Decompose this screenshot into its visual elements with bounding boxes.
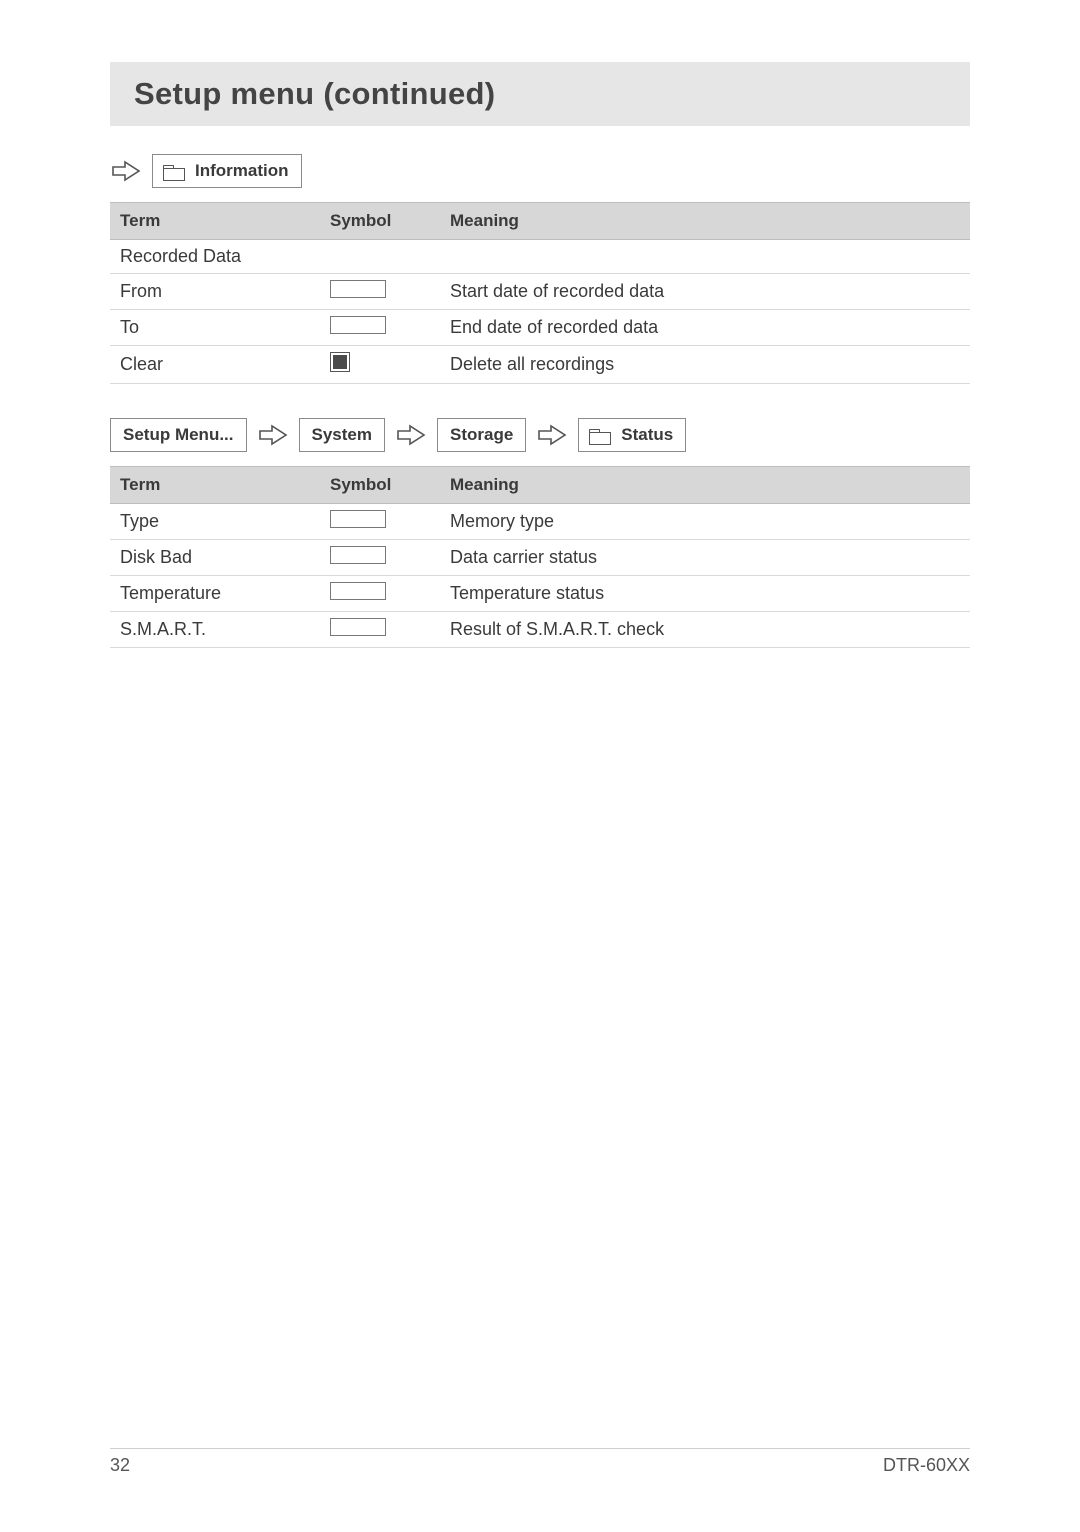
- col-header-symbol: Symbol: [320, 203, 440, 240]
- col-header-symbol: Symbol: [320, 467, 440, 504]
- breadcrumb-item-status: Status: [578, 418, 686, 452]
- rect-icon: [330, 280, 386, 298]
- cell-symbol: [320, 274, 440, 310]
- breadcrumb-label: Storage: [450, 425, 513, 445]
- cell-meaning: End date of recorded data: [440, 310, 970, 346]
- breadcrumb-label: Information: [195, 161, 289, 181]
- rect-icon: [330, 546, 386, 564]
- breadcrumb-label: Setup Menu...: [123, 425, 234, 445]
- cell-meaning: Memory type: [440, 504, 970, 540]
- cell-meaning: Data carrier status: [440, 540, 970, 576]
- table-row: Recorded Data: [110, 240, 970, 274]
- model-label: DTR-60XX: [883, 1455, 970, 1476]
- cell-term: Disk Bad: [110, 540, 320, 576]
- cell-meaning: Temperature status: [440, 576, 970, 612]
- cell-meaning: [440, 240, 970, 274]
- folder-icon: [163, 163, 185, 179]
- table-header-row: Term Symbol Meaning: [110, 467, 970, 504]
- col-header-meaning: Meaning: [440, 467, 970, 504]
- breadcrumb-information: Information: [110, 154, 970, 188]
- page-title-bar: Setup menu (continued): [110, 62, 970, 126]
- cell-meaning: Start date of recorded data: [440, 274, 970, 310]
- cell-term: Clear: [110, 346, 320, 384]
- breadcrumb-item-storage: Storage: [437, 418, 526, 452]
- page-title: Setup menu (continued): [134, 76, 970, 112]
- cell-symbol: [320, 576, 440, 612]
- rect-icon: [330, 618, 386, 636]
- cell-meaning: Delete all recordings: [440, 346, 970, 384]
- arrow-right-icon: [395, 423, 427, 447]
- cell-term: To: [110, 310, 320, 346]
- table-row: Disk Bad Data carrier status: [110, 540, 970, 576]
- page-number: 32: [110, 1455, 130, 1476]
- table-row: To End date of recorded data: [110, 310, 970, 346]
- arrow-right-icon: [536, 423, 568, 447]
- cell-symbol: [320, 612, 440, 648]
- table-row: Clear Delete all recordings: [110, 346, 970, 384]
- filled-square-icon: [330, 352, 350, 372]
- cell-symbol: [320, 240, 440, 274]
- breadcrumb-label: Status: [621, 425, 673, 445]
- rect-icon: [330, 316, 386, 334]
- table-header-row: Term Symbol Meaning: [110, 203, 970, 240]
- col-header-term: Term: [110, 203, 320, 240]
- cell-term: Type: [110, 504, 320, 540]
- page-footer: 32 DTR-60XX: [110, 1448, 970, 1476]
- cell-term: S.M.A.R.T.: [110, 612, 320, 648]
- table-row: From Start date of recorded data: [110, 274, 970, 310]
- cell-meaning: Result of S.M.A.R.T. check: [440, 612, 970, 648]
- cell-symbol: [320, 540, 440, 576]
- arrow-right-icon: [257, 423, 289, 447]
- cell-symbol: [320, 346, 440, 384]
- table-row: Temperature Temperature status: [110, 576, 970, 612]
- table-row: Type Memory type: [110, 504, 970, 540]
- table-information: Term Symbol Meaning Recorded Data From S…: [110, 202, 970, 384]
- breadcrumb-label: System: [312, 425, 372, 445]
- cell-symbol: [320, 504, 440, 540]
- rect-icon: [330, 510, 386, 528]
- breadcrumb-item-information: Information: [152, 154, 302, 188]
- table-row: S.M.A.R.T. Result of S.M.A.R.T. check: [110, 612, 970, 648]
- cell-term: From: [110, 274, 320, 310]
- page-content: Setup menu (continued) Information Term …: [0, 0, 1080, 648]
- cell-term: Temperature: [110, 576, 320, 612]
- arrow-right-icon: [110, 159, 142, 183]
- col-header-meaning: Meaning: [440, 203, 970, 240]
- rect-icon: [330, 582, 386, 600]
- breadcrumb-item-system: System: [299, 418, 385, 452]
- folder-icon: [589, 427, 611, 443]
- breadcrumb-item-setup-menu: Setup Menu...: [110, 418, 247, 452]
- breadcrumb-status: Setup Menu... System Storage Status: [110, 418, 970, 452]
- cell-symbol: [320, 310, 440, 346]
- cell-term: Recorded Data: [110, 240, 320, 274]
- table-status: Term Symbol Meaning Type Memory type Dis…: [110, 466, 970, 648]
- col-header-term: Term: [110, 467, 320, 504]
